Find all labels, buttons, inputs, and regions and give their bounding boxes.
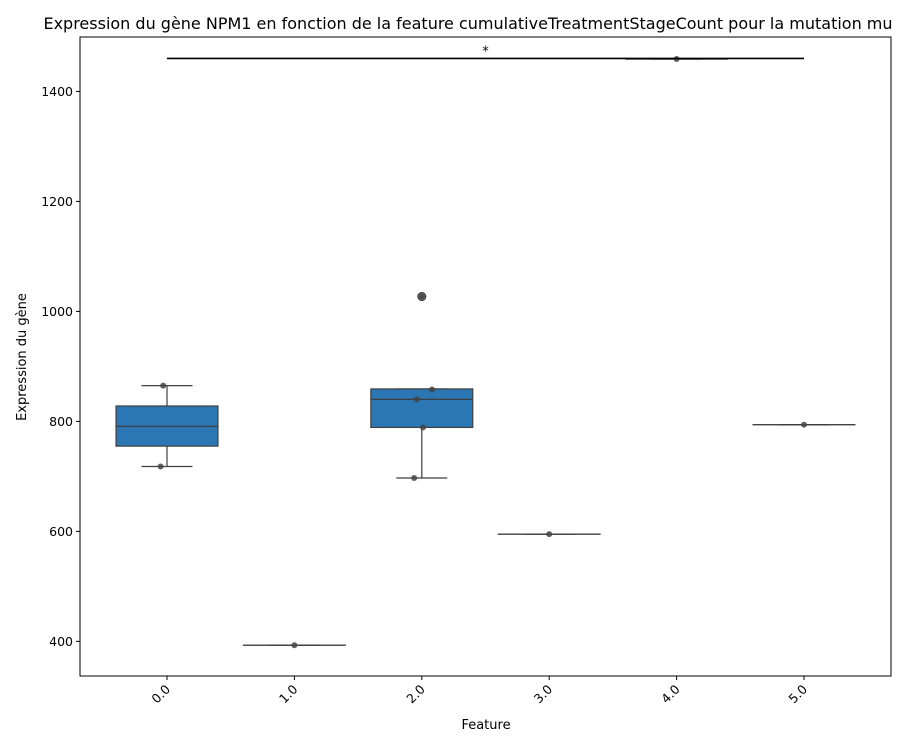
- data-point: [157, 463, 164, 470]
- y-tick-label: 1400: [41, 84, 73, 99]
- y-tick-label: 600: [49, 524, 73, 539]
- data-point: [420, 424, 427, 431]
- x-axis-label: Feature: [461, 718, 510, 733]
- data-point: [413, 396, 420, 403]
- data-point: [411, 475, 418, 482]
- significance-label: *: [482, 44, 489, 59]
- y-tick-label: 400: [49, 634, 73, 649]
- chart-title: Expression du gène NPM1 en fonction de l…: [43, 14, 892, 33]
- data-point: [160, 382, 167, 389]
- y-axis: 400 600 800 1000 1200 1400: [41, 84, 80, 649]
- data-point: [546, 531, 553, 538]
- y-axis-label: Expression du gène: [15, 293, 30, 421]
- box-0.0: [115, 385, 219, 468]
- y-tick-label: 1000: [41, 304, 73, 319]
- data-point: [801, 421, 807, 428]
- box-2.0: [370, 292, 474, 479]
- data-point: [418, 293, 425, 300]
- significance-annotation: *: [167, 44, 804, 59]
- point-series: [157, 55, 807, 649]
- data-point: [291, 642, 298, 649]
- y-tick-label: 800: [49, 414, 73, 429]
- y-tick-label: 1200: [41, 194, 73, 209]
- plot-area-frame: [79, 36, 892, 677]
- data-point: [428, 386, 435, 393]
- box-body: [370, 388, 474, 429]
